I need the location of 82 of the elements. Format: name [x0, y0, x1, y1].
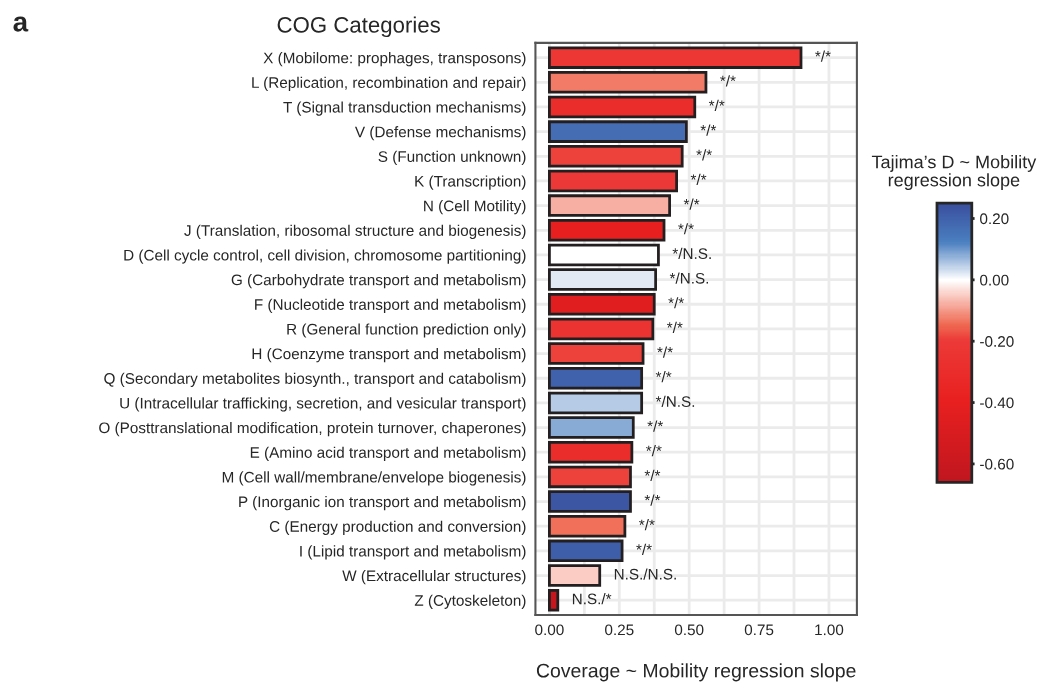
bar	[548, 588, 560, 612]
y-tick-label: M (Cell wall/membrane/envelope biogenesis)	[222, 471, 526, 486]
data-label: */*	[655, 371, 672, 383]
data-label: N.S./*	[572, 593, 612, 605]
color-bar-label: 0.00	[980, 274, 1009, 286]
y-tick-label: V (Defense mechanisms)	[354, 126, 526, 141]
y-tick-label: L (Replication, recombination and repair)	[252, 76, 526, 92]
data-label: */*	[700, 124, 717, 136]
data-label: */*	[644, 469, 661, 481]
bar	[548, 514, 627, 538]
data-label: */*	[696, 149, 712, 161]
x-tick-label: 0.00	[535, 624, 564, 636]
data-label: */*	[683, 198, 700, 210]
bar	[548, 243, 660, 267]
y-tick-label: E (Amino acid transport and metabolism)	[250, 446, 526, 461]
y-tick-label: R (General function prediction only)	[287, 323, 526, 338]
x-tick-label: 0.50	[674, 624, 704, 636]
data-label: N.S./N.S.	[614, 568, 676, 580]
color-bar-label: 0.20	[980, 213, 1009, 225]
bar	[548, 440, 634, 464]
y-tick-label: G (Carbohydrate transport and metabolism)	[231, 274, 526, 289]
x-tick-label: 0.75	[744, 624, 774, 636]
bar	[548, 366, 644, 390]
y-tick-label: P (Inorganic ion transport and metabolism)	[239, 496, 526, 511]
bar	[548, 293, 656, 316]
y-tick-label: H (Coenzyme transport and metabolism)	[252, 348, 526, 363]
color-bar-label: -0.40	[980, 397, 1014, 409]
y-tick-label: I (Lipid transport and metabolism)	[300, 545, 526, 560]
y-tick-label: C (Energy production and conversion)	[269, 520, 526, 535]
data-label: */N.S.	[655, 395, 695, 407]
y-tick-label: Q (Secondary metabolites biosynth., transport and catabolism)	[104, 372, 526, 387]
y-tick-label: S (Function unknown)	[378, 150, 526, 165]
data-label: */N.S.	[672, 247, 711, 260]
y-tick-label: F (Nucleotide transport and metabolism)	[255, 298, 526, 313]
bar	[548, 46, 803, 69]
bar	[548, 71, 708, 94]
bar	[548, 194, 671, 217]
bar	[548, 317, 655, 341]
bar	[548, 465, 632, 489]
data-label: */N.S.	[669, 272, 709, 284]
bar	[548, 342, 645, 365]
data-label: */*	[636, 543, 652, 555]
bar	[548, 120, 688, 143]
bar	[548, 564, 602, 587]
x-tick-label: 0.25	[605, 624, 634, 636]
color-bar-title: Tajima’s D ~ Mobility regression slope	[871, 155, 1037, 191]
bar	[548, 95, 697, 119]
text: a	[13, 16, 29, 32]
bar	[548, 169, 678, 193]
bar	[548, 490, 632, 513]
y-tick-label: X (Mobilome: prophages, transposons)	[263, 52, 526, 67]
y-tick-label: K (Transcription)	[415, 175, 526, 190]
bar	[548, 145, 684, 168]
color-bar-label: -0.20	[980, 336, 1014, 347]
bar	[548, 539, 624, 563]
color-bar-label: -0.60	[980, 458, 1014, 470]
y-tick-label: O (Posttranslational modification, protein turnover, chaperones)	[99, 422, 526, 437]
bar	[548, 391, 644, 415]
data-label: */*	[815, 50, 831, 62]
x-axis-title: Coverage ~ Mobility regression slope	[536, 663, 856, 682]
bar	[548, 416, 635, 439]
y-tick-label: T (Signal transduction mechanisms)	[283, 101, 526, 116]
data-label: */*	[708, 99, 725, 112]
y-axis-title: COG Categories	[277, 16, 440, 38]
data-label: */*	[657, 346, 673, 358]
data-label: */*	[720, 75, 736, 87]
data-label: */*	[678, 223, 694, 235]
data-label: */*	[644, 494, 661, 506]
y-tick-label: U (Intracellular trafficking, secretion, and vesicular transport)	[120, 397, 526, 412]
x-tick-label: 1.00	[815, 624, 844, 636]
y-tick-label: N (Cell Motility)	[424, 200, 526, 215]
data-label: */*	[646, 445, 662, 457]
data-label: */*	[668, 297, 685, 309]
y-tick-label: J (Translation, ribosomal structure and biogenesis)	[184, 224, 526, 239]
y-tick-label: D (Cell cycle control, cell division, chromosome partitioning)	[124, 249, 526, 264]
bar	[548, 219, 666, 242]
data-label: */*	[666, 321, 683, 334]
y-tick-label: W (Extracellular structures)	[342, 570, 526, 585]
data-label: */*	[690, 173, 707, 186]
y-tick-label: Z (Cytoskeleton)	[414, 594, 526, 609]
data-label: */*	[639, 519, 655, 531]
data-label: */*	[647, 420, 664, 432]
